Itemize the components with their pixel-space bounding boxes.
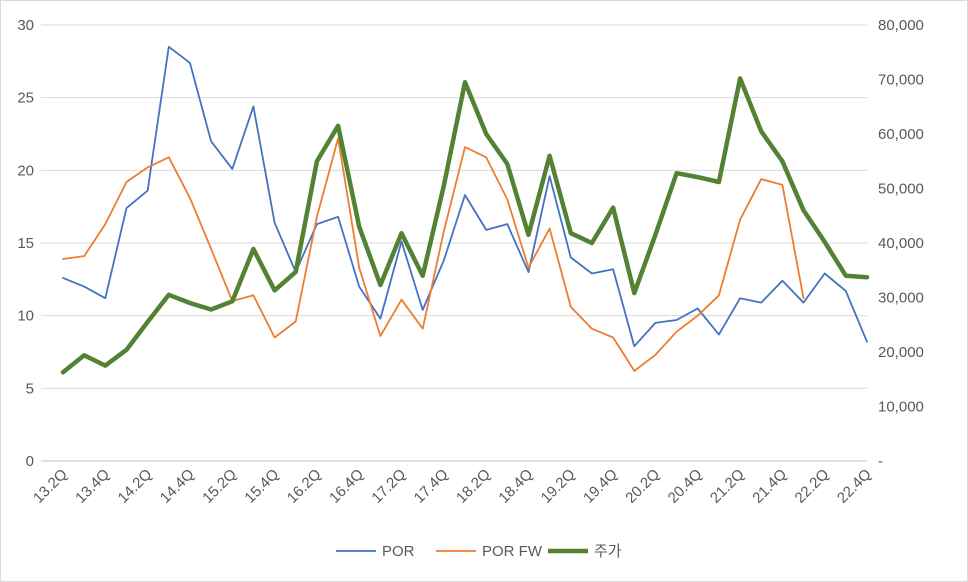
x-axis-tick-label: 19.4Q [580, 466, 621, 507]
right-axis-tick-label: 60,000 [878, 126, 924, 143]
legend-label: POR FW [482, 543, 543, 560]
x-axis-tick-label: 17.4Q [411, 466, 452, 507]
series-lines [60, 45, 870, 375]
right-axis-tick-label: - [878, 453, 883, 470]
right-axis-tick-label: 30,000 [878, 290, 924, 307]
left-axis-tick-label: 0 [26, 453, 34, 470]
legend-label: POR [382, 543, 415, 560]
right-axis-tick-label: 20,000 [878, 344, 924, 361]
x-axis-tick-label: 18.4Q [495, 466, 536, 507]
series-line-1 [62, 45, 868, 348]
left-axis-tick-label: 25 [17, 90, 34, 107]
x-axis-tick-label: 16.2Q [284, 466, 325, 507]
right-axis-ticks: - 10,000 20,000 30,000 40,000 50,000 60,000 70,… [878, 17, 924, 470]
gridlines [41, 24, 867, 462]
x-axis-tick-label: 22.4Q [834, 466, 875, 507]
x-axis-tick-label: 17.2Q [368, 466, 409, 507]
right-axis-tick-label: 70,000 [878, 72, 924, 89]
x-axis-tick-label: 18.2Q [453, 466, 494, 507]
x-axis-tick-label: 13.4Q [72, 466, 113, 507]
x-axis-tick-label: 14.4Q [157, 466, 198, 507]
left-axis-tick-label: 20 [17, 162, 34, 179]
right-axis-tick-label: 80,000 [878, 17, 924, 34]
x-axis-tick-label: 20.4Q [665, 466, 706, 507]
series-line-3 [60, 76, 870, 375]
left-axis-tick-label: 15 [17, 235, 34, 252]
x-axis-tick-label: 14.2Q [115, 466, 156, 507]
left-axis-tick-label: 30 [17, 17, 34, 34]
left-axis-tick-label: 5 [26, 380, 34, 397]
x-axis-tick-label: 21.4Q [749, 466, 790, 507]
x-axis-tick-label: 16.4Q [326, 466, 367, 507]
x-axis-tick-label: 15.2Q [199, 466, 240, 507]
x-axis-tick-label: 21.2Q [707, 466, 748, 507]
x-axis-tick-label: 22.2Q [792, 466, 833, 507]
left-axis-ticks: 0 5 10 15 20 25 30 [17, 17, 34, 470]
x-axis-tick-label: 20.2Q [622, 466, 663, 507]
x-axis-ticks: 13.2Q 13.4Q 14.2Q 14.4Q 15.2Q 15.4Q 16.2Q 16.4Q… [30, 466, 875, 507]
right-axis-tick-label: 10,000 [878, 399, 924, 416]
left-axis-tick-label: 10 [17, 308, 34, 325]
x-axis-tick-label: 19.2Q [538, 466, 579, 507]
x-axis-tick-label: 15.4Q [241, 466, 282, 507]
series-line-2 [62, 137, 805, 372]
legend-label: 주가 [594, 543, 622, 560]
x-axis-tick-label: 13.2Q [30, 466, 71, 507]
right-axis-tick-label: 40,000 [878, 235, 924, 252]
right-axis-tick-label: 50,000 [878, 181, 924, 198]
legend: POR POR FW 주가 [336, 543, 622, 560]
